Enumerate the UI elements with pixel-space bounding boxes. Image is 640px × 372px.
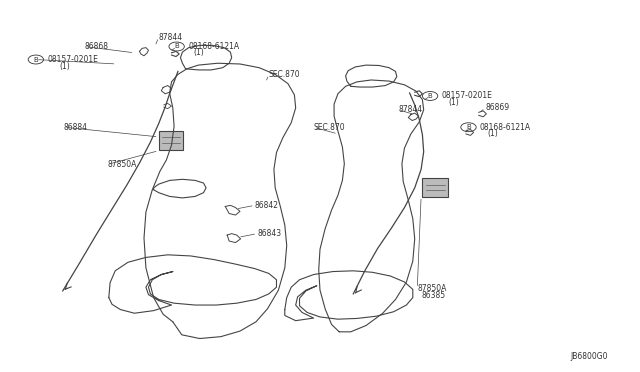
Bar: [422, 178, 448, 197]
Text: 08157-0201E: 08157-0201E: [442, 92, 492, 100]
Text: (1): (1): [59, 62, 70, 71]
Text: 86869: 86869: [485, 103, 509, 112]
Text: SEC.870: SEC.870: [314, 123, 345, 132]
Text: (1): (1): [193, 48, 204, 57]
Text: (1): (1): [488, 129, 499, 138]
Text: B: B: [428, 93, 433, 99]
Text: 87850A: 87850A: [108, 160, 137, 169]
Text: 87844: 87844: [398, 105, 422, 114]
Text: 87850A: 87850A: [417, 284, 447, 293]
Text: 87844: 87844: [159, 33, 183, 42]
Text: 08168-6121A: 08168-6121A: [188, 42, 239, 51]
Text: 86843: 86843: [257, 229, 282, 238]
Text: B: B: [33, 57, 38, 62]
Text: B: B: [174, 44, 179, 49]
Text: SEC.870: SEC.870: [269, 70, 300, 79]
Text: (1): (1): [448, 98, 459, 107]
Text: 86868: 86868: [84, 42, 109, 51]
Text: 86842: 86842: [255, 201, 279, 210]
Bar: [159, 131, 183, 150]
Text: 08168-6121A: 08168-6121A: [480, 123, 531, 132]
Text: 08157-0201E: 08157-0201E: [47, 55, 98, 64]
Text: 86385: 86385: [421, 291, 445, 300]
Text: B: B: [466, 124, 471, 130]
Text: JB6800G0: JB6800G0: [570, 352, 607, 361]
Text: 86884: 86884: [64, 123, 88, 132]
